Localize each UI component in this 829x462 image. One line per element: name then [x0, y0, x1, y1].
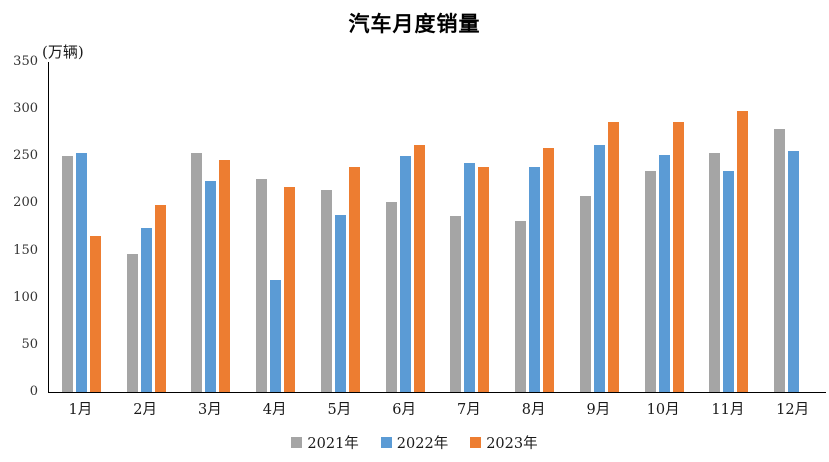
- bar-group: [567, 62, 632, 392]
- x-axis-label: 2月: [133, 402, 157, 418]
- x-axis-label: 9月: [586, 402, 611, 418]
- y-tick-label: 150: [13, 242, 38, 258]
- y-tick-label: 200: [13, 195, 38, 211]
- bar: [788, 150, 800, 392]
- bar: [270, 279, 282, 392]
- x-axis-label: 7月: [457, 402, 481, 418]
- bar-group: [373, 62, 438, 392]
- bar: [774, 128, 786, 392]
- legend-item: 2022年: [380, 432, 449, 453]
- bar-group: [438, 62, 503, 392]
- y-tick-label: 300: [13, 101, 38, 117]
- bar: [334, 214, 346, 392]
- bar: [348, 166, 360, 392]
- legend-swatch: [291, 437, 303, 448]
- bar: [607, 122, 619, 392]
- bar-group: [632, 62, 697, 392]
- bar: [593, 144, 605, 392]
- chart-title: 汽车月度销量: [348, 11, 481, 36]
- bar: [256, 178, 268, 392]
- bar: [579, 195, 591, 392]
- x-axis-label: 3月: [198, 402, 222, 418]
- x-axis-label: 1月: [68, 402, 93, 418]
- bar-group: [697, 62, 762, 392]
- bar: [284, 187, 296, 392]
- bar: [529, 166, 541, 392]
- legend-item: 2021年: [291, 432, 359, 453]
- x-axis-label: 8月: [521, 402, 546, 418]
- x-axis-label: 6月: [392, 402, 416, 418]
- legend-swatch: [380, 437, 392, 448]
- x-axis-label: 5月: [327, 402, 352, 418]
- bar: [385, 201, 397, 392]
- x-axis-label: 10月: [646, 402, 680, 418]
- bar: [61, 156, 73, 392]
- bar: [140, 227, 152, 392]
- bar: [399, 156, 411, 392]
- x-axis-label: 12月: [776, 402, 810, 418]
- bar: [543, 147, 555, 392]
- y-tick-label: 350: [13, 54, 38, 69]
- bar: [737, 111, 749, 392]
- bar: [154, 205, 166, 392]
- y-axis: 0 50 100 150 200 250 300 350: [0, 0, 40, 462]
- bar: [89, 236, 101, 392]
- bar: [320, 190, 332, 392]
- bar: [723, 171, 735, 392]
- bar-group: [49, 62, 114, 392]
- y-tick-label: 250: [13, 148, 38, 164]
- bar-group: [243, 62, 308, 392]
- x-axis: 1月 2月 3月 4月 5月 6月 7月 8月 9月 10月 11月 12月: [48, 398, 825, 419]
- x-axis-label: 11月: [711, 402, 745, 418]
- bar: [515, 221, 527, 392]
- bar-group: [114, 62, 179, 392]
- bar-group: [308, 62, 373, 392]
- plot-area: [48, 62, 826, 393]
- bar: [644, 171, 656, 392]
- bar: [191, 153, 203, 392]
- legend-label: 2022年: [396, 436, 449, 452]
- bar: [658, 155, 670, 392]
- y-tick-label: 50: [21, 336, 38, 352]
- bar-group: [179, 62, 244, 392]
- y-tick-label: 100: [13, 289, 38, 305]
- y-axis-unit-label: (万辆): [42, 43, 84, 61]
- x-axis-label: 4月: [262, 402, 287, 418]
- bar: [478, 166, 490, 392]
- legend-label: 2021年: [307, 436, 359, 452]
- bar: [709, 153, 721, 392]
- bar: [205, 180, 217, 392]
- legend-item: 2023年: [470, 432, 538, 453]
- legend-label: 2023年: [486, 436, 538, 452]
- bar: [672, 122, 684, 392]
- bar-group: [502, 62, 567, 392]
- bar: [450, 215, 462, 392]
- bar: [464, 162, 476, 392]
- bar: [413, 144, 425, 392]
- bar: [126, 254, 138, 392]
- bar-group: [761, 62, 826, 392]
- bar: [75, 153, 87, 392]
- bar: [219, 160, 231, 392]
- y-tick-label: 0: [29, 384, 38, 399]
- legend: 2021年 2022年 2023年: [0, 432, 829, 453]
- legend-swatch: [470, 437, 482, 448]
